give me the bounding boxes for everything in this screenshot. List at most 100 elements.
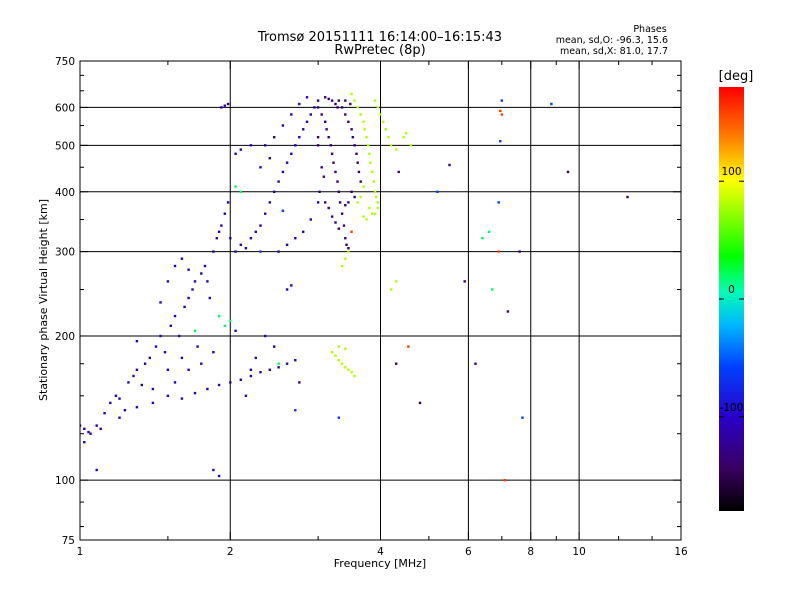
y-tick-label: 400: [55, 187, 75, 199]
data-point: [290, 152, 293, 155]
data-point: [491, 288, 494, 291]
data-point: [143, 362, 147, 365]
data-point: [500, 113, 503, 116]
data-point: [347, 250, 350, 253]
data-point: [387, 136, 390, 139]
data-point: [259, 371, 262, 374]
data-point: [344, 257, 347, 260]
data-point: [83, 427, 86, 430]
data-point: [281, 170, 285, 174]
data-point: [127, 381, 130, 384]
data-point: [550, 102, 553, 106]
data-point: [259, 224, 262, 227]
data-point: [336, 106, 339, 109]
data-point: [418, 401, 422, 405]
data-point: [347, 201, 350, 204]
data-point: [337, 99, 340, 102]
data-point: [338, 201, 342, 204]
data-point: [337, 345, 340, 348]
data-point: [409, 144, 412, 147]
data-point: [217, 230, 221, 233]
data-point: [362, 185, 365, 188]
data-point: [327, 97, 330, 101]
data-point: [264, 334, 267, 338]
data-point: [123, 409, 127, 412]
data-point: [395, 280, 398, 283]
x-tick-label: 1: [77, 546, 84, 558]
data-point: [350, 190, 353, 193]
data-point: [499, 140, 502, 143]
data-point: [302, 128, 305, 131]
data-point: [330, 351, 334, 354]
data-point: [342, 224, 346, 227]
data-point: [234, 250, 237, 253]
data-point: [497, 201, 500, 204]
data-point: [382, 120, 385, 123]
data-point: [337, 359, 340, 362]
data-point: [349, 102, 352, 106]
data-point: [294, 359, 297, 362]
data-point: [206, 280, 209, 283]
y-tick-label: 300: [55, 247, 75, 259]
data-point: [193, 280, 197, 283]
data-point: [626, 195, 629, 199]
data-point: [347, 120, 350, 123]
data-point: [350, 371, 353, 374]
data-point: [183, 305, 186, 309]
data-point: [254, 356, 257, 360]
data-point: [336, 180, 339, 183]
colorbar-tick-label: 100: [721, 166, 741, 178]
data-point: [268, 201, 271, 204]
plot-frame: [79, 60, 682, 541]
data-point: [320, 166, 323, 169]
data-point: [173, 264, 177, 268]
grid: [80, 61, 681, 540]
x-tick-label: 2: [227, 546, 234, 558]
data-point: [329, 144, 332, 147]
data-point: [347, 247, 350, 250]
data-point: [217, 383, 221, 387]
data-point: [229, 319, 232, 323]
data-point: [499, 109, 502, 113]
data-point: [500, 99, 503, 102]
data-point: [294, 144, 297, 147]
data-point: [277, 250, 280, 253]
data-point: [212, 468, 215, 472]
data-points: [80, 92, 629, 482]
data-point: [481, 237, 484, 240]
chart-subtitle: RwPretec (8p): [334, 43, 425, 58]
data-point: [497, 250, 500, 253]
data-point: [193, 329, 197, 332]
x-tick-label: 6: [465, 546, 472, 558]
data-point: [259, 166, 262, 169]
data-point: [273, 136, 276, 139]
data-point: [163, 351, 167, 354]
data-point: [180, 397, 184, 400]
data-point: [334, 170, 337, 174]
data-point: [356, 106, 359, 109]
data-point: [200, 362, 203, 365]
data-point: [305, 96, 309, 99]
data-point: [374, 195, 378, 199]
data-point: [203, 264, 207, 268]
data-point: [389, 144, 393, 147]
data-point: [234, 152, 237, 155]
data-point: [372, 180, 376, 183]
data-point: [273, 190, 276, 193]
data-point: [334, 354, 337, 357]
data-point: [244, 247, 248, 250]
data-point: [249, 144, 253, 147]
data-point: [239, 148, 242, 151]
stats-o-line: mean, sd,O: -96.3, 15.6: [556, 35, 668, 46]
data-point: [316, 144, 320, 147]
data-point: [365, 136, 368, 139]
data-point: [191, 288, 194, 291]
data-point: [356, 161, 359, 164]
data-point: [316, 99, 320, 102]
data-point: [95, 424, 98, 427]
data-point: [518, 250, 521, 253]
data-point: [173, 314, 177, 318]
data-point: [254, 230, 257, 233]
data-point: [223, 104, 226, 107]
data-point: [344, 347, 347, 350]
